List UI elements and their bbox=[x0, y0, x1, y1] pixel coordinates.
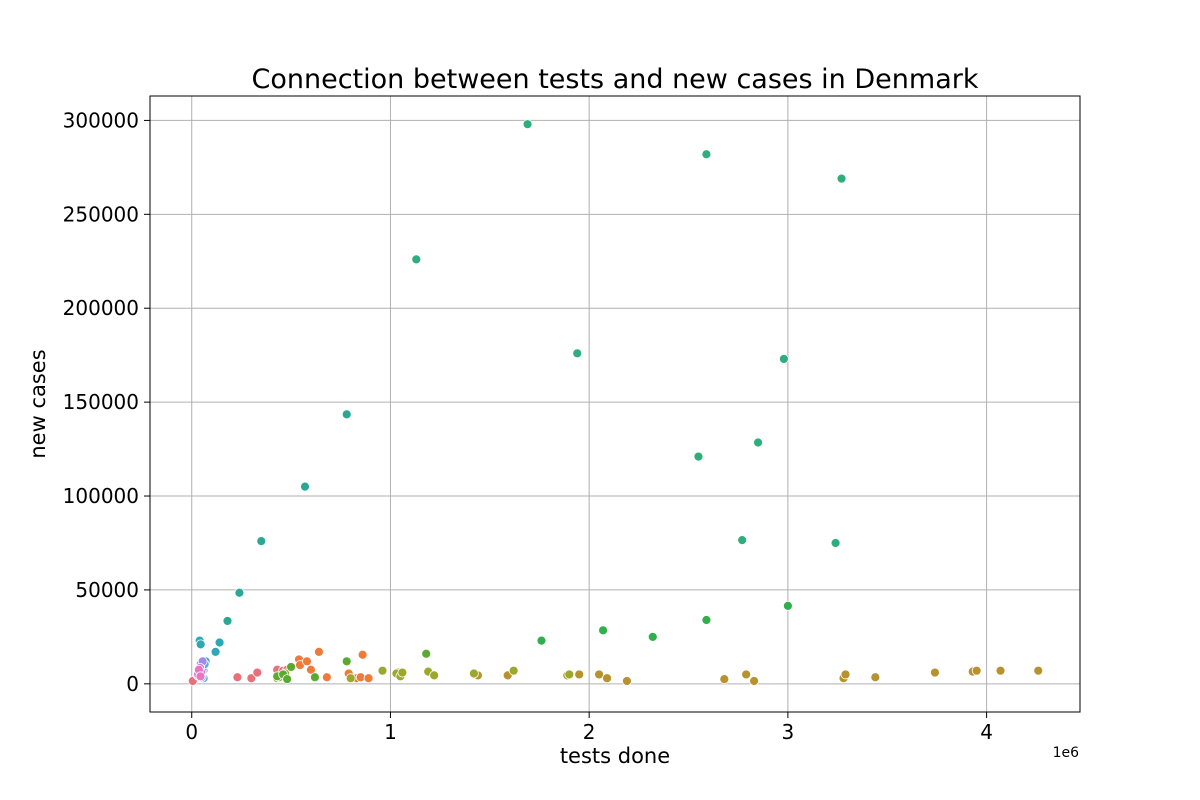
data-point bbox=[574, 669, 585, 680]
data-point bbox=[693, 451, 704, 462]
data-point bbox=[256, 536, 267, 546]
data-point bbox=[469, 668, 479, 679]
y-tick-label: 150000 bbox=[63, 390, 139, 414]
data-point bbox=[598, 625, 608, 636]
data-point bbox=[214, 637, 225, 648]
data-point bbox=[210, 647, 221, 657]
data-point bbox=[719, 674, 730, 685]
data-point bbox=[282, 674, 293, 685]
data-point bbox=[411, 254, 422, 265]
x-tick-label: 0 bbox=[185, 720, 198, 744]
data-point bbox=[429, 670, 440, 681]
y-tick-label: 100000 bbox=[63, 484, 139, 508]
y-axis-label: new cases bbox=[26, 349, 50, 458]
data-point bbox=[252, 667, 263, 678]
data-point bbox=[995, 665, 1006, 676]
data-point bbox=[363, 673, 374, 684]
data-point bbox=[622, 676, 632, 686]
data-point bbox=[300, 481, 310, 492]
data-point bbox=[572, 348, 583, 359]
data-point bbox=[701, 149, 712, 160]
y-tick-label: 50000 bbox=[75, 578, 139, 602]
data-point bbox=[195, 639, 206, 650]
grid-lines bbox=[150, 96, 1080, 712]
y-tick-label: 200000 bbox=[63, 296, 139, 320]
data-point bbox=[306, 664, 316, 675]
data-point bbox=[830, 538, 841, 548]
data-point bbox=[870, 672, 881, 683]
data-point bbox=[647, 631, 658, 642]
data-point bbox=[421, 648, 432, 659]
data-point bbox=[508, 665, 519, 676]
x-tick-label: 1 bbox=[384, 720, 397, 744]
data-point bbox=[836, 173, 847, 184]
data-point bbox=[234, 587, 245, 598]
data-point bbox=[341, 656, 352, 667]
y-tick-label: 300000 bbox=[63, 108, 139, 132]
data-point bbox=[701, 615, 712, 625]
data-point bbox=[602, 673, 612, 684]
data-point bbox=[357, 649, 368, 660]
data-point bbox=[302, 656, 312, 667]
x-axis-offset-label: 1e6 bbox=[1053, 745, 1080, 761]
data-point bbox=[930, 667, 940, 678]
x-tick-label: 2 bbox=[583, 720, 596, 744]
data-point bbox=[536, 635, 547, 646]
x-tick-label: 3 bbox=[782, 720, 795, 744]
data-point bbox=[195, 671, 206, 682]
data-point bbox=[749, 676, 760, 686]
plot-frame bbox=[149, 95, 1081, 713]
data-points bbox=[187, 119, 1044, 686]
data-point bbox=[741, 669, 752, 680]
data-point bbox=[222, 616, 233, 626]
data-point bbox=[314, 647, 324, 657]
data-point bbox=[594, 669, 605, 680]
x-axis-label: tests done bbox=[560, 744, 670, 768]
x-tick-label: 4 bbox=[980, 720, 993, 744]
data-point bbox=[1033, 665, 1044, 676]
data-point bbox=[779, 354, 789, 364]
data-point bbox=[737, 535, 748, 546]
data-point bbox=[971, 665, 982, 676]
data-point bbox=[397, 667, 408, 678]
y-tick-label: 0 bbox=[126, 672, 139, 696]
y-tick-label: 250000 bbox=[63, 202, 139, 226]
data-point bbox=[753, 437, 763, 448]
data-point bbox=[782, 600, 793, 611]
data-point bbox=[286, 662, 296, 672]
data-point bbox=[321, 672, 332, 683]
axis-ticks: 0 1 2 3 4 0 50000 100000 150000 200000 250000 30000… bbox=[63, 108, 993, 744]
data-point bbox=[341, 409, 352, 420]
data-point bbox=[522, 119, 533, 130]
chart-title: Connection between tests and new cases i… bbox=[252, 64, 979, 95]
data-point bbox=[377, 665, 388, 676]
data-point bbox=[840, 669, 851, 680]
data-point bbox=[232, 672, 243, 683]
data-point bbox=[564, 669, 575, 680]
data-point bbox=[246, 673, 257, 684]
data-point bbox=[310, 672, 320, 683]
data-point bbox=[345, 673, 356, 684]
